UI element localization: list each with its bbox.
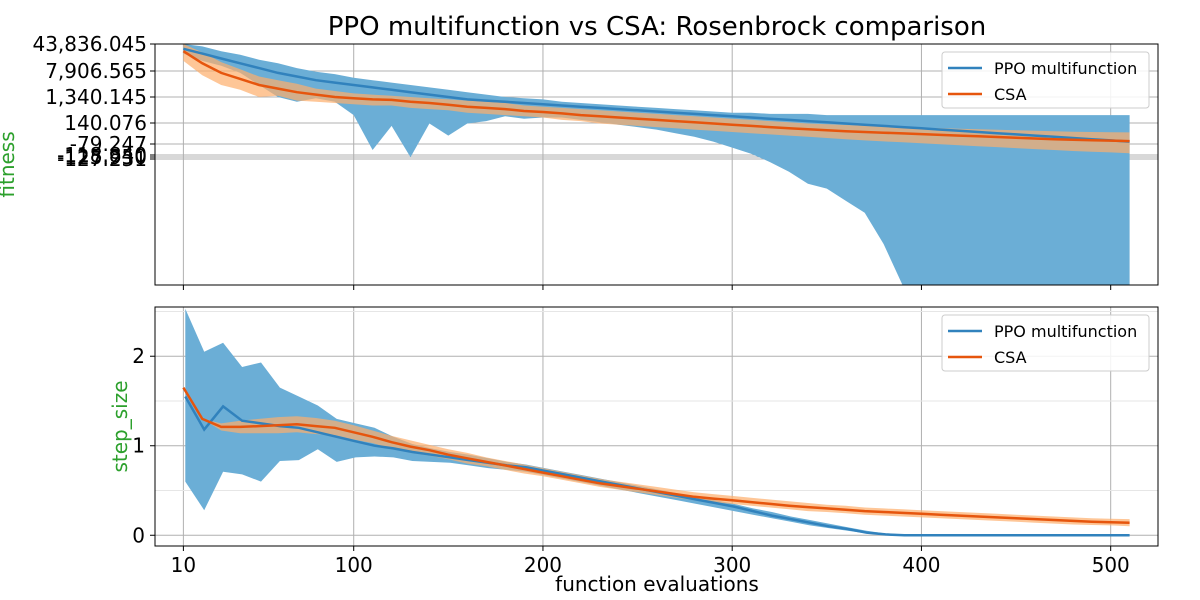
x-tick-label: 100 [335,553,373,577]
step-size-frame [154,306,1159,547]
x-tick-label: 200 [524,553,562,577]
step-size-legend-label: CSA [994,348,1027,367]
fitness-tick-label: 43,836.045 [32,32,147,56]
x-tick-label: 300 [713,553,751,577]
fitness-tick-label: -125.950 [57,145,147,169]
fitness-y-axis-label: fitness [0,131,19,197]
fitness-tick-label: 7,906.565 [45,59,147,83]
fitness-tick-label: 1,340.145 [45,85,147,109]
step-size-series-1-line [182,386,1130,524]
fitness-tick-label: -79.247 [70,132,147,156]
fitness-tick-label: -118.840 [57,143,147,167]
x-tick-label: 400 [902,553,940,577]
fitness-panel: 43,836.045 7,906.5651,340.145140.076-79.2… [0,32,1159,290]
step-size-tick-label: 1 [132,434,145,458]
fitness-frame [154,43,1159,286]
chart-title: PPO multifunction vs CSA: Rosenbrock com… [328,12,986,42]
fitness-legend [941,51,1150,109]
x-tick-label: 500 [1092,553,1130,577]
fitness-tick-label: 140.076 [64,111,147,135]
fitness-tick-label: -127.231 [57,147,147,171]
step-size-tick-label: 0 [132,523,145,547]
step-size-series-1-band [183,387,1130,527]
fitness-series-1-line [182,50,1130,143]
x-tick-label: 10 [171,553,196,577]
step-size-legend [941,314,1150,372]
fitness-series-0-line [183,47,1130,143]
fitness-legend-label: PPO multifunction [994,59,1137,78]
step-size-y-axis-label: step_size [108,380,132,472]
fitness-legend-label: CSA [994,85,1027,104]
step-size-tick-label: 2 [132,344,145,368]
x-axis-label: function evaluations [555,572,759,596]
step-size-legend-label: PPO multifunction [994,322,1137,341]
